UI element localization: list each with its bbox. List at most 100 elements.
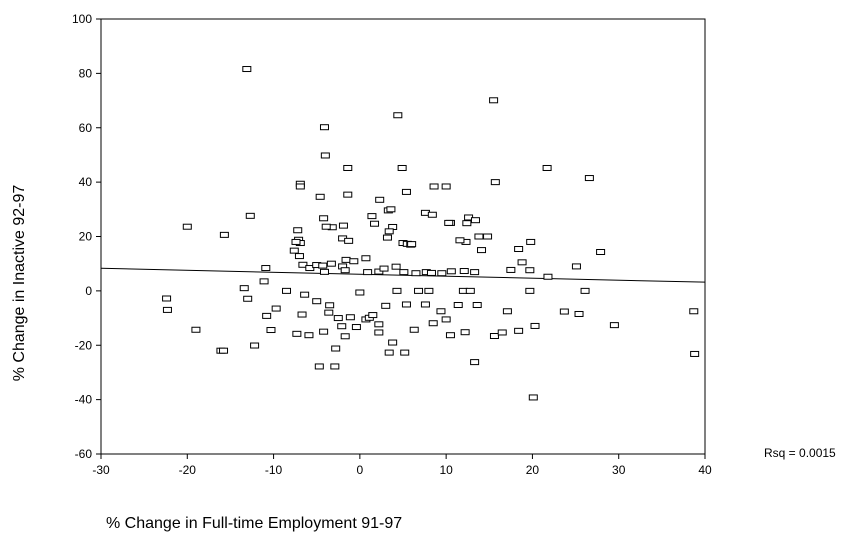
data-point (397, 164, 407, 171)
data-point (609, 322, 619, 329)
data-point (690, 350, 700, 357)
data-point (460, 329, 470, 336)
data-point (295, 183, 305, 190)
data-point (331, 345, 341, 352)
data-point (420, 301, 430, 308)
data-point (400, 349, 410, 356)
data-point (525, 287, 535, 294)
data-point (462, 220, 472, 227)
data-point (388, 339, 398, 346)
rsq-annotation: Rsq = 0.0015 (764, 446, 836, 460)
data-point (355, 289, 365, 296)
data-point (445, 332, 455, 339)
data-point (424, 287, 434, 294)
data-point (239, 285, 249, 292)
data-point (242, 66, 252, 73)
data-point (282, 287, 292, 294)
data-point (291, 238, 301, 245)
data-point (497, 329, 507, 336)
data-point (401, 301, 411, 308)
fit-line (100, 267, 706, 283)
data-point (292, 330, 302, 337)
data-point (219, 231, 229, 238)
data-point (489, 97, 499, 104)
data-point (386, 206, 396, 213)
data-point (219, 347, 229, 354)
points-layer (100, 66, 706, 401)
x-tick-label: 30 (612, 463, 626, 477)
x-axis-label: % Change in Full-time Employment 91-97 (106, 515, 402, 532)
data-point (315, 193, 325, 200)
data-point (559, 308, 569, 315)
x-tick-label: 0 (357, 463, 364, 477)
data-point (314, 363, 324, 370)
data-point (399, 269, 409, 276)
data-point (289, 247, 299, 254)
data-point (261, 265, 271, 272)
data-point (526, 238, 536, 245)
data-point (250, 342, 260, 349)
data-point (294, 253, 304, 260)
data-point (370, 220, 380, 227)
plot-frame (100, 18, 706, 455)
data-point (472, 302, 482, 309)
x-tick-label: -30 (92, 463, 110, 477)
data-point (393, 112, 403, 119)
x-tick-label: 10 (439, 463, 453, 477)
data-point (391, 263, 401, 270)
data-point (506, 266, 516, 273)
x-tick-label: -10 (265, 463, 283, 477)
data-point (245, 212, 255, 219)
data-point (368, 312, 378, 319)
data-point (330, 363, 340, 370)
data-point (375, 196, 385, 203)
data-point (374, 321, 384, 328)
x-tick-label: 20 (526, 463, 540, 477)
data-point (298, 261, 308, 268)
y-tick-label: 80 (79, 66, 93, 80)
data-point (477, 247, 487, 254)
data-point (571, 263, 581, 270)
data-point (293, 227, 303, 234)
data-point (319, 268, 329, 275)
data-point (428, 320, 438, 327)
data-point (351, 324, 361, 331)
data-point (530, 322, 540, 329)
data-point (320, 152, 330, 159)
data-point (441, 183, 451, 190)
data-point (444, 219, 454, 226)
data-point (321, 223, 331, 230)
data-point (596, 248, 606, 255)
data-point (517, 259, 527, 266)
data-point (312, 298, 322, 305)
plot-area (100, 18, 706, 455)
data-point (162, 306, 172, 313)
data-point (384, 228, 394, 235)
data-point (340, 333, 350, 340)
data-point (426, 269, 436, 276)
data-point (584, 175, 594, 182)
data-point (344, 237, 354, 244)
data-point (409, 326, 419, 333)
data-point (304, 332, 314, 339)
data-point (427, 211, 437, 218)
data-point (243, 295, 253, 302)
data-point (162, 295, 172, 302)
data-point (689, 308, 699, 315)
data-point (436, 308, 446, 315)
data-point (319, 124, 329, 131)
data-point (341, 256, 351, 263)
data-point (340, 267, 350, 274)
data-point (271, 305, 281, 312)
data-point (401, 188, 411, 195)
data-point (502, 308, 512, 315)
data-point (470, 217, 480, 224)
data-point (489, 333, 499, 340)
data-point (528, 394, 538, 401)
data-point (345, 314, 355, 321)
data-point (465, 287, 475, 294)
data-point (325, 302, 335, 309)
data-point (191, 326, 201, 333)
data-point (474, 233, 484, 240)
